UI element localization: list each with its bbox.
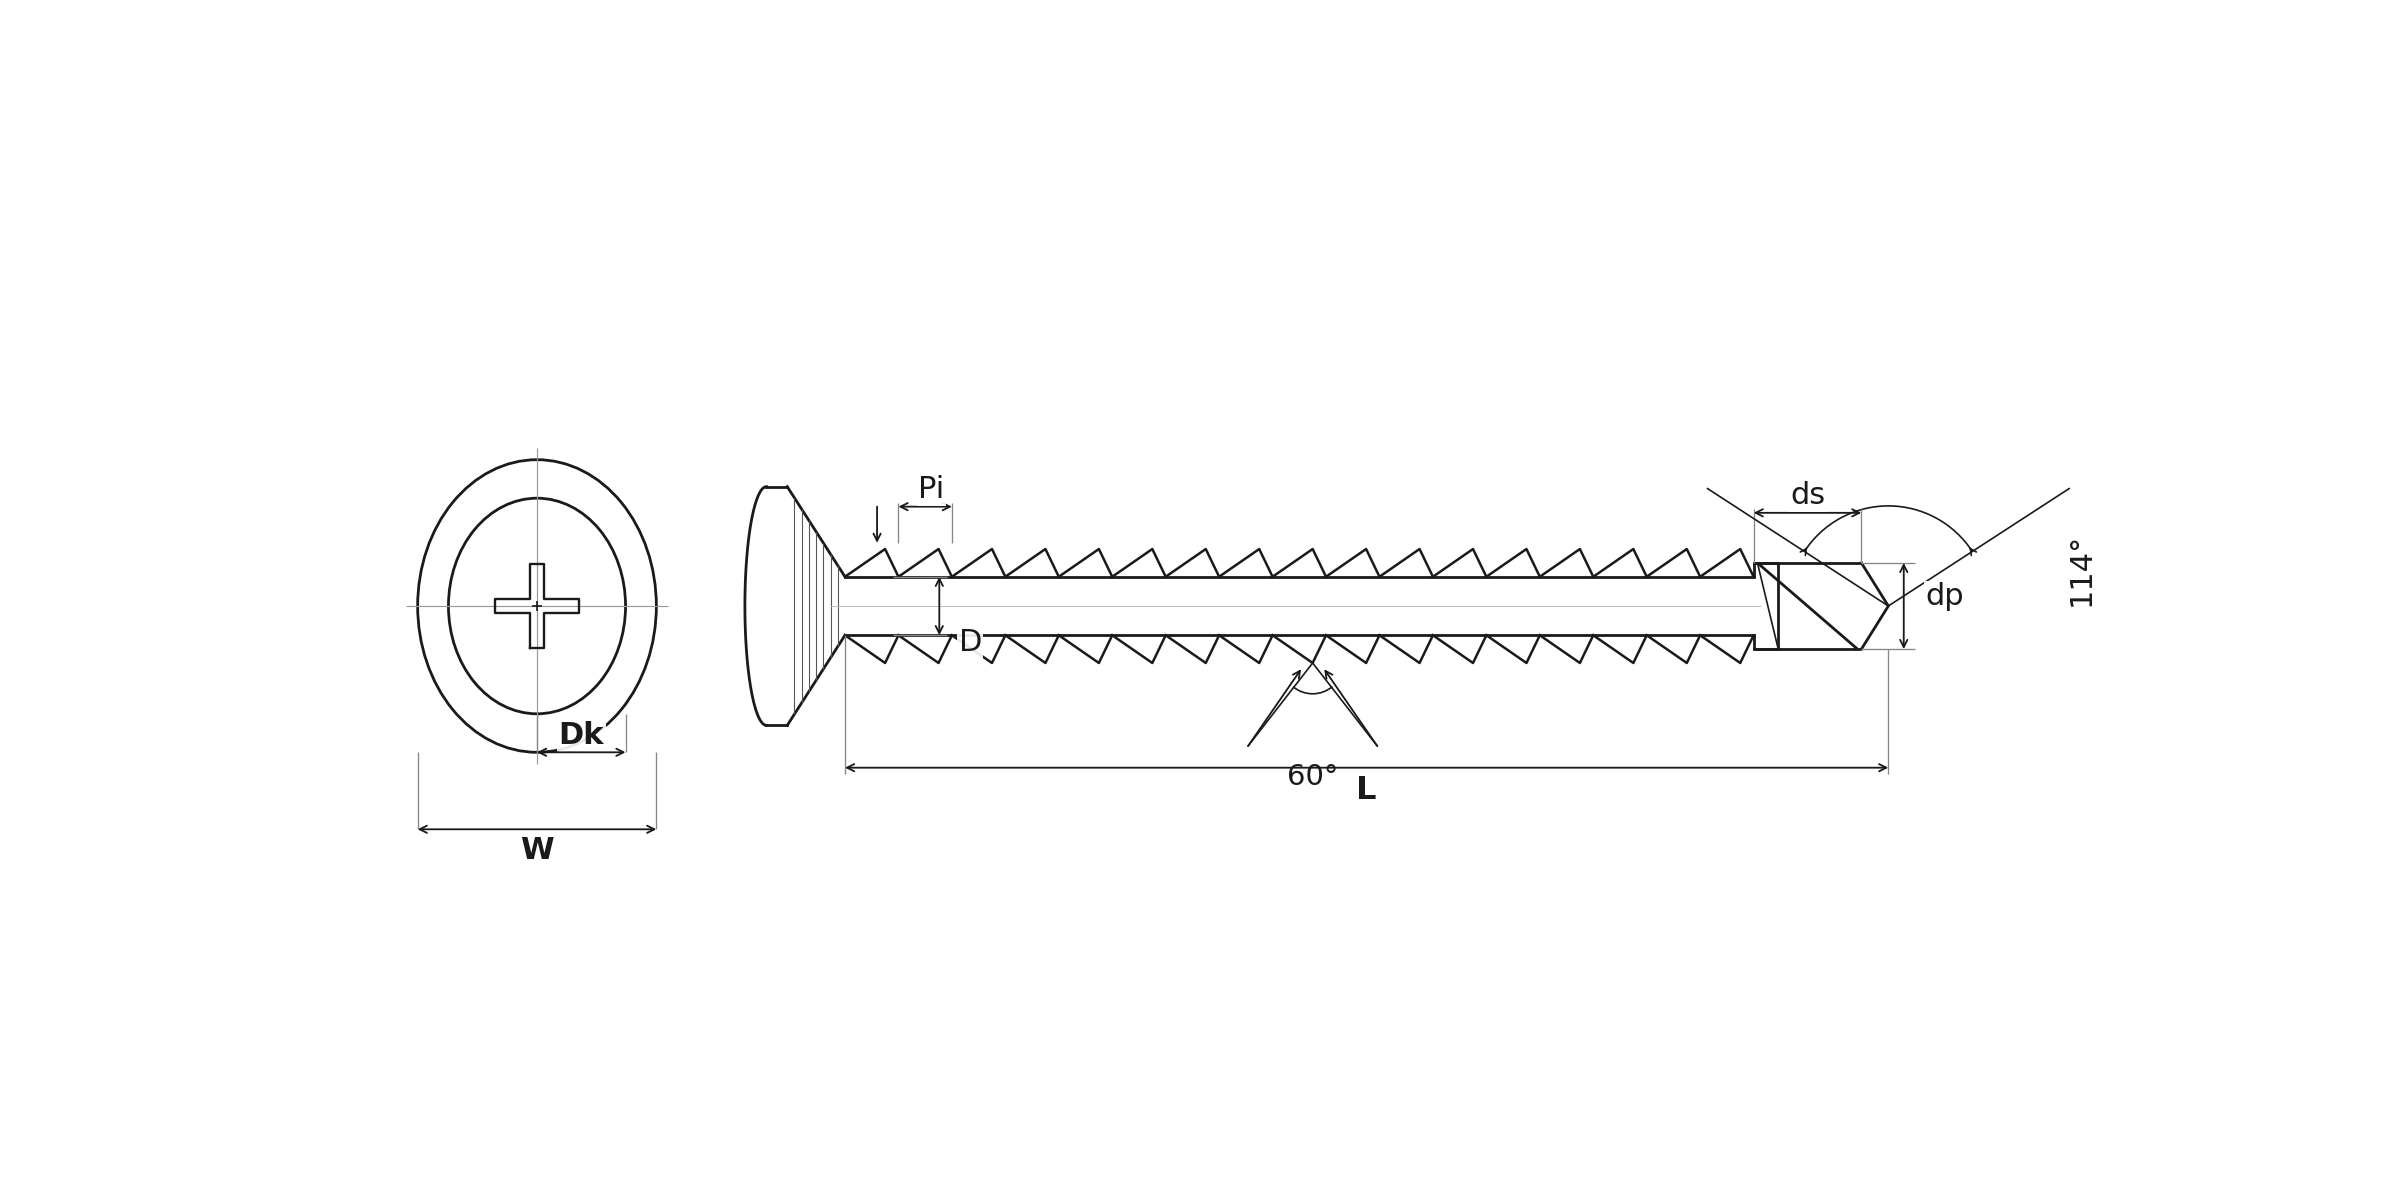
Text: D: D [958,629,982,658]
Text: L: L [1356,775,1378,806]
Text: dp: dp [1925,582,1963,611]
Text: Pi: Pi [919,475,946,504]
Text: ds: ds [1790,481,1824,510]
Text: 60°: 60° [1286,763,1339,791]
Text: W: W [521,836,554,865]
Text: 114°: 114° [2066,533,2095,606]
Text: Dk: Dk [559,721,605,750]
